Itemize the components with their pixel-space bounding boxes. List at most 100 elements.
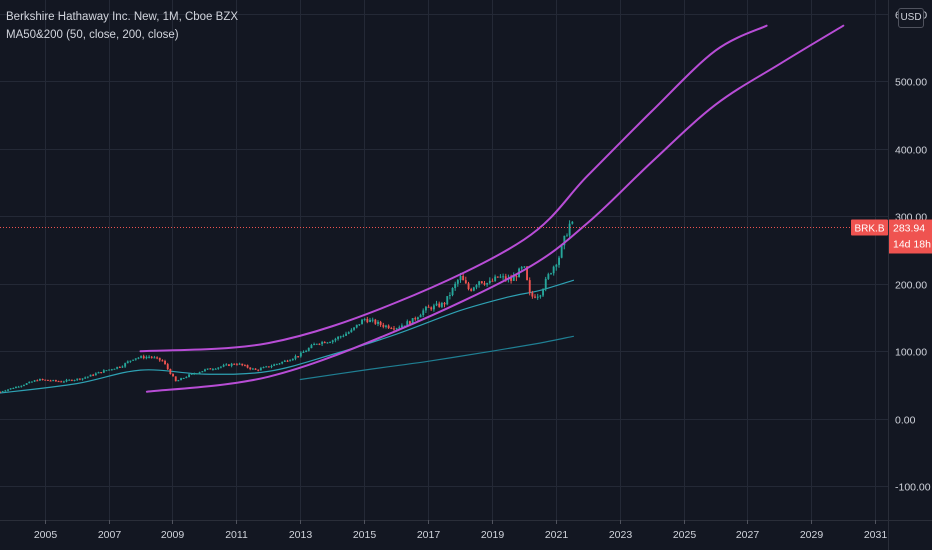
candle-body [20, 385, 23, 387]
candle-body [475, 285, 478, 288]
symbol-title: Berkshire Hathaway Inc. New, 1M, Cboe BZ… [6, 11, 239, 23]
candle-body [374, 319, 377, 324]
candle-body [278, 363, 281, 365]
candle-body [315, 343, 318, 345]
candle-body [220, 366, 222, 368]
candle-body [17, 386, 20, 388]
candle-body [70, 379, 73, 381]
candle-body [172, 374, 174, 377]
candle-body [0, 391, 1, 393]
candle-body [217, 367, 220, 369]
candle-body [560, 245, 563, 258]
candle-body [313, 344, 316, 346]
candle-body [419, 315, 422, 318]
candle-body [273, 364, 276, 366]
candle-body [302, 352, 305, 353]
candle-body [347, 332, 350, 334]
candle-body [89, 374, 92, 377]
candle-body [329, 342, 331, 344]
candle-body [390, 328, 393, 329]
candle-body [339, 336, 342, 338]
candle-body [321, 342, 324, 345]
currency-button[interactable]: USD [898, 8, 924, 28]
candle-body [31, 381, 33, 383]
y-tick-label: 0.00 [895, 415, 916, 427]
candle-body [454, 283, 457, 288]
candle-body [86, 376, 89, 378]
candle-body [265, 366, 268, 368]
candle-body [9, 388, 12, 390]
candle-body [78, 378, 81, 380]
candle-body [185, 377, 188, 378]
candle-body [353, 327, 355, 330]
price-axis-pane[interactable] [888, 0, 932, 550]
candle-body [174, 376, 177, 382]
candle-body [547, 274, 550, 279]
candle-body [472, 287, 475, 291]
candle-body [531, 292, 534, 297]
candle-body [262, 367, 265, 369]
candle-body [259, 368, 262, 371]
y-tick-label: -100.00 [895, 482, 931, 494]
candle-body [241, 363, 244, 366]
candle-body [504, 276, 507, 280]
grid-layer [0, 0, 888, 520]
ticker-badge[interactable] [851, 219, 888, 236]
candle-body [52, 380, 55, 382]
candle-body [499, 276, 502, 278]
candle-body [76, 378, 79, 380]
candle-body [246, 365, 249, 368]
candle-body [140, 356, 142, 358]
candle-body [363, 319, 366, 320]
x-tick-label: 2021 [545, 529, 569, 541]
candle-body [251, 368, 254, 370]
candle-body [387, 325, 390, 329]
candle-body [68, 379, 71, 381]
candle-body [502, 276, 505, 278]
candle-body [550, 273, 552, 275]
candle-body [145, 356, 148, 359]
candle-body [526, 266, 528, 281]
candle-body [307, 348, 310, 351]
x-tick-label: 2011 [225, 529, 248, 541]
candle-body [110, 369, 113, 371]
ticker-label: BRK.B [854, 224, 884, 235]
candle-body [520, 267, 523, 269]
candle-body [291, 358, 294, 361]
candle-body [467, 283, 470, 290]
y-tick-label: 400.00 [895, 145, 927, 157]
candle-body [496, 276, 499, 278]
candle-body [438, 303, 441, 307]
candle-body [153, 357, 156, 359]
candle-body [118, 366, 121, 368]
x-tick-label: 2005 [34, 529, 58, 541]
candle-body [566, 235, 568, 237]
candle-body [161, 360, 164, 362]
candle-body [177, 380, 180, 382]
lower-channel-line [145, 24, 845, 393]
candle-body [393, 328, 395, 330]
candle-body [206, 368, 209, 370]
candle-body [188, 374, 190, 377]
candle-body [100, 372, 103, 374]
candle-body [401, 325, 403, 328]
last-price-badge[interactable] [889, 219, 932, 254]
candle-body [337, 336, 339, 339]
candle-body [369, 319, 371, 322]
candle-body [334, 338, 337, 341]
candle-body [366, 319, 369, 323]
candle-body [270, 366, 273, 368]
candle-body [132, 359, 135, 361]
candle-body [342, 335, 345, 337]
candle-body [379, 321, 382, 325]
candle-body [350, 329, 353, 333]
candle-body [430, 307, 433, 310]
candle-body [542, 289, 544, 296]
candle-body [193, 373, 196, 375]
candle-body [456, 280, 459, 284]
candle-body [49, 380, 52, 382]
price-label-layer[interactable]: BRK.B 283.94 14d 18h [0, 219, 932, 254]
x-tick-label: 2019 [481, 529, 505, 541]
